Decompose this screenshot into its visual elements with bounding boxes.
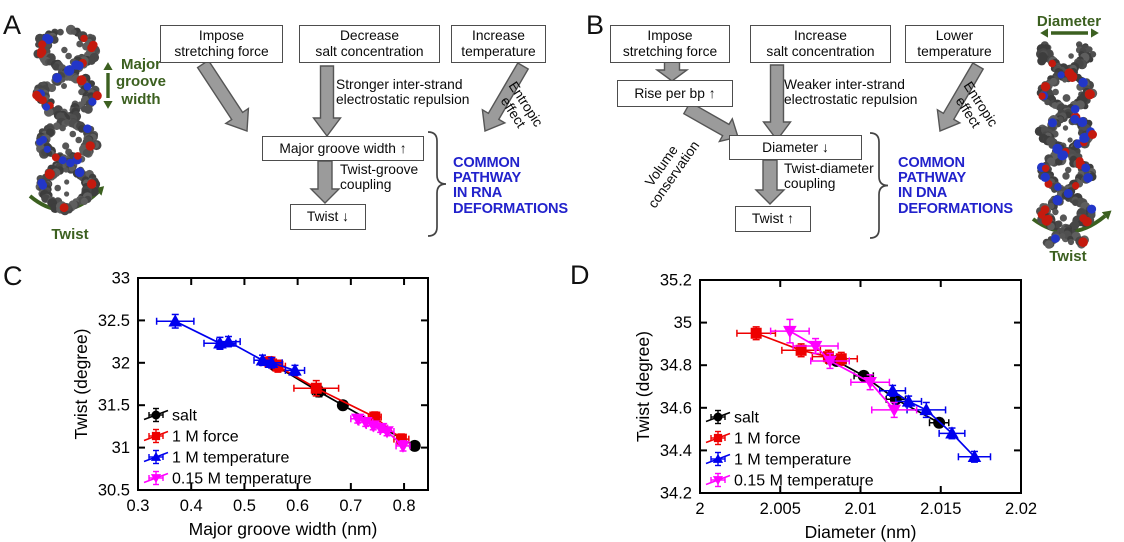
svg-text:0.7: 0.7: [339, 497, 362, 515]
svg-text:salt: salt: [172, 408, 197, 425]
flow-box-decrease-salt-a: Decrease salt concentration: [299, 25, 440, 63]
svg-text:Twist (degree): Twist (degree): [633, 331, 653, 442]
svg-text:2.02: 2.02: [1005, 500, 1037, 518]
svg-text:0.4: 0.4: [180, 497, 203, 515]
chart-twist-vs-diameter: 2 2.005 2.01 2.015 2.02 34.2 34.4 34.6 34.8 35 35.…: [633, 272, 1037, 542]
panel-a-label: A: [3, 10, 22, 40]
svg-text:0.5: 0.5: [233, 497, 256, 515]
svg-text:32: 32: [112, 354, 130, 372]
svg-text:31: 31: [112, 439, 130, 457]
svg-text:34.4: 34.4: [660, 442, 692, 460]
dna-twist-label: Twist: [1049, 248, 1087, 265]
flow-box-lower-temperature-b: Lower temperature: [905, 25, 1004, 63]
svg-text:32.5: 32.5: [98, 312, 130, 330]
chart-twist-vs-groove-width: 0.3 0.4 0.5 0.6 0.7 0.8 30.5 31 31.5 32 32.5 33 Majo…: [71, 270, 429, 539]
panel-b-label: B: [586, 10, 605, 40]
flow-box-impose-force-b: Impose stretching force: [610, 25, 730, 63]
note-twist-diameter-coupling: Twist-diameter coupling: [784, 161, 874, 192]
note-electrostatic-a: Stronger inter-strand electrostatic repu…: [336, 77, 470, 108]
note-twist-groove-coupling: Twist-groove coupling: [340, 162, 419, 193]
svg-text:0.8: 0.8: [393, 497, 416, 515]
svg-text:2: 2: [695, 500, 704, 518]
svg-text:Diameter (nm): Diameter (nm): [805, 522, 917, 542]
svg-text:2.005: 2.005: [760, 500, 801, 518]
svg-text:34.8: 34.8: [660, 357, 692, 375]
flow-box-diameter-down: Diameter ↓: [729, 135, 862, 160]
flow-box-increase-salt-b: Increase salt concentration: [750, 25, 891, 63]
svg-text:2.01: 2.01: [844, 500, 876, 518]
flow-box-increase-temperature-a: Increase temperature: [451, 25, 546, 63]
svg-text:0.6: 0.6: [286, 497, 309, 515]
svg-text:34.2: 34.2: [660, 485, 692, 503]
svg-text:30.5: 30.5: [98, 482, 130, 500]
svg-text:0.15 M temperature: 0.15 M temperature: [734, 473, 874, 490]
svg-text:1 M temperature: 1 M temperature: [734, 452, 851, 469]
common-pathway-rna-text: COMMON PATHWAY IN RNA DEFORMATIONS: [453, 155, 568, 217]
svg-text:33: 33: [112, 270, 130, 288]
dna-diameter-label: Diameter: [1036, 13, 1102, 30]
svg-text:35.2: 35.2: [660, 272, 692, 290]
flow-box-twist-up: Twist ↑: [735, 206, 811, 232]
rna-twist-label: Twist: [51, 226, 89, 243]
flow-box-twist-down: Twist ↓: [290, 204, 366, 230]
flow-box-impose-force-a: Impose stretching force: [160, 25, 283, 63]
svg-text:0.3: 0.3: [127, 497, 150, 515]
svg-text:Twist (degree): Twist (degree): [71, 329, 91, 440]
svg-text:2.015: 2.015: [920, 500, 961, 518]
flow-box-groove-width-a: Major groove width ↑: [262, 136, 424, 161]
flow-box-rise-per-bp: Rise per bp ↑: [617, 80, 733, 107]
panel-d-label: D: [570, 260, 590, 290]
panel-c-label: C: [3, 261, 23, 291]
svg-text:1 M temperature: 1 M temperature: [172, 450, 289, 467]
svg-text:1 M force: 1 M force: [734, 431, 801, 448]
svg-text:1 M force: 1 M force: [172, 429, 239, 446]
note-electrostatic-b: Weaker inter-strand electrostatic repuls…: [784, 77, 918, 108]
major-groove-width-label: Major groove width: [115, 56, 166, 108]
svg-text:0.15 M temperature: 0.15 M temperature: [172, 471, 312, 488]
svg-text:salt: salt: [734, 410, 759, 427]
svg-text:35: 35: [674, 314, 692, 332]
common-pathway-dna-text: COMMON PATHWAY IN DNA DEFORMATIONS: [898, 155, 1013, 217]
svg-text:34.6: 34.6: [660, 399, 692, 417]
svg-text:Major groove width (nm): Major groove width (nm): [189, 519, 378, 539]
svg-text:31.5: 31.5: [98, 397, 130, 415]
